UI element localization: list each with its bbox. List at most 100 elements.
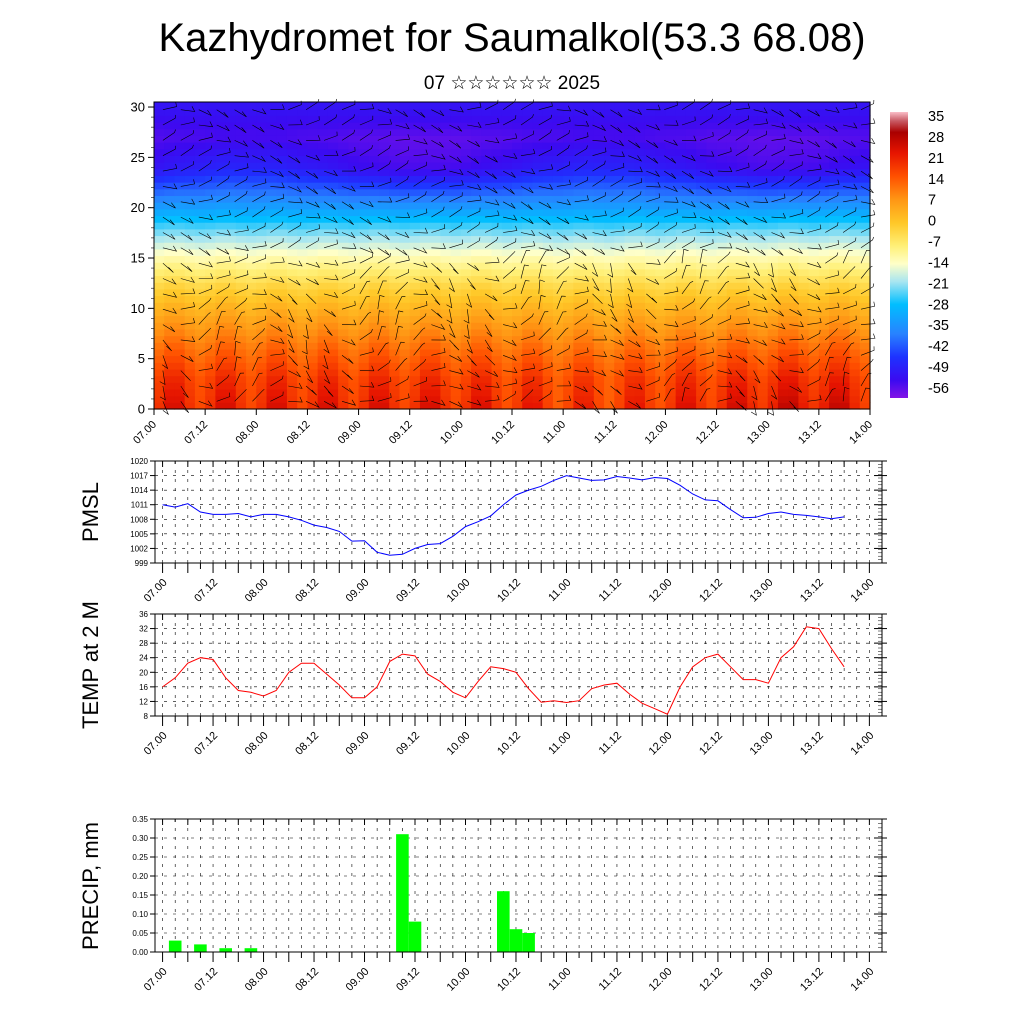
heatmap-cell: [767, 402, 779, 410]
wind-barb: [484, 309, 495, 321]
wind-barb: [252, 241, 267, 249]
heatmap-cell: [307, 155, 319, 163]
heatmap-cell: [726, 215, 738, 223]
wind-barb: [162, 129, 176, 141]
heatmap-cell: [737, 282, 748, 290]
heatmap-cell: [225, 182, 237, 190]
wind-barb: [216, 357, 228, 371]
heatmap-cell: [276, 368, 288, 377]
heatmap-cell: [440, 248, 452, 257]
heatmap-cell: [593, 235, 605, 243]
heatmap-cell: [276, 188, 288, 197]
heatmap-cell: [348, 275, 360, 283]
heatmap-cell: [266, 375, 278, 383]
heatmap-cell: [604, 342, 615, 350]
wind-barb: [449, 401, 464, 408]
heatmap-cell: [532, 248, 544, 257]
heatmap-cell: [419, 108, 431, 116]
heatmap-cell: [379, 122, 390, 130]
heatmap-cell: [194, 142, 206, 150]
wind-barb: [323, 186, 337, 195]
heatmap-cell: [512, 342, 523, 350]
heatmap-cell: [297, 282, 309, 290]
heatmap-cell: [593, 242, 605, 250]
heatmap-cell: [839, 108, 851, 116]
wind-barb: [413, 327, 426, 341]
heatmap-cell: [675, 268, 687, 277]
heatmap-cell: [849, 222, 861, 230]
heatmap-cell: [522, 122, 534, 130]
heatmap-cell: [634, 222, 646, 230]
heatmap-cell: [512, 275, 523, 283]
heatmap-cell: [798, 322, 810, 330]
heatmap-cell: [737, 228, 748, 237]
heatmap-cell: [154, 402, 165, 410]
heatmap-cell: [246, 195, 257, 203]
y-tick-label: 36: [139, 610, 148, 619]
wind-barb: [467, 262, 480, 272]
heatmap-cell: [685, 108, 697, 116]
heatmap-cell: [512, 335, 523, 343]
heatmap-cell: [389, 335, 401, 343]
wind-barb: [699, 170, 714, 177]
heatmap-cell: [225, 175, 237, 183]
heatmap-cell: [205, 288, 216, 297]
heatmap-cell: [286, 155, 298, 163]
x-tick-label: 07.12: [192, 730, 220, 758]
heatmap-cell: [297, 188, 309, 197]
heatmap-cell: [767, 168, 779, 177]
heatmap-cell: [481, 308, 493, 317]
wind-barb: [628, 339, 641, 348]
wind-barb: [342, 165, 357, 172]
heatmap-cell: [665, 295, 677, 303]
heatmap-cell: [604, 222, 615, 230]
heatmap-cell: [859, 282, 871, 290]
heatmap-cell: [829, 108, 840, 116]
wind-barb: [520, 348, 536, 356]
heatmap-cell: [307, 135, 319, 143]
heatmap-cell: [440, 208, 452, 217]
heatmap-cell: [276, 275, 288, 283]
wind-barb: [216, 160, 230, 172]
heatmap-cell: [327, 402, 339, 410]
heatmap-cell: [665, 222, 677, 230]
heatmap-cell: [460, 188, 472, 197]
heatmap-cell: [757, 315, 769, 323]
heatmap-cell: [696, 115, 707, 123]
heatmap-cell: [829, 355, 840, 363]
heatmap-cell: [777, 335, 789, 343]
heatmap-cell: [491, 375, 503, 383]
heatmap-cell: [235, 175, 247, 183]
heatmap-cell: [256, 168, 268, 177]
heatmap-cell: [266, 335, 278, 343]
heatmap-cell: [532, 255, 544, 263]
wind-barb: [610, 190, 624, 203]
heatmap-cell: [706, 202, 718, 210]
heatmap-cell: [307, 235, 319, 243]
heatmap-cell: [829, 322, 840, 330]
heatmap-cell: [737, 368, 748, 377]
wind-barb: [467, 355, 477, 367]
heatmap-cell: [348, 402, 360, 410]
heatmap-cell: [266, 222, 278, 230]
heatmap-cell: [501, 348, 513, 357]
heatmap-cell: [798, 142, 810, 150]
heatmap-cell: [706, 162, 718, 170]
heatmap-cell: [266, 102, 278, 110]
heatmap-cell: [552, 168, 564, 177]
heatmap-cell: [737, 148, 748, 156]
heatmap-cell: [767, 275, 779, 283]
heatmap-cell: [788, 235, 799, 243]
heatmap-cell: [839, 322, 851, 330]
wind-barb: [413, 301, 428, 310]
heatmap-cell: [716, 388, 728, 397]
heatmap-cell: [215, 282, 227, 290]
heatmap-cell: [716, 235, 728, 243]
heatmap-cell: [348, 182, 360, 190]
wind-barb: [717, 114, 731, 126]
wind-barb: [413, 175, 427, 187]
heatmap-cell: [194, 175, 206, 183]
heatmap-cell: [706, 215, 718, 223]
wind-barb: [288, 155, 301, 164]
heatmap-cell: [154, 242, 165, 250]
